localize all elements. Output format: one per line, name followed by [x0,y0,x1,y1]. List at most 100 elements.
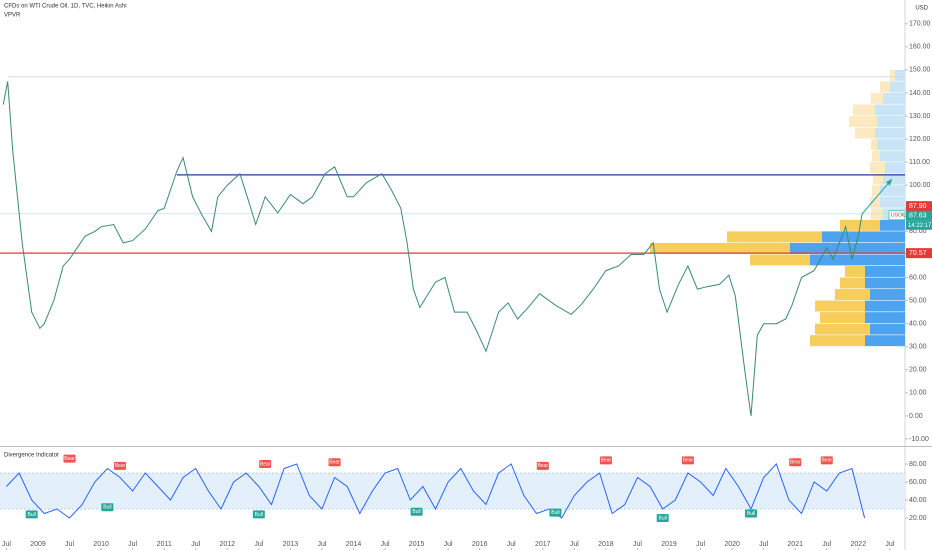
bear-signal [536,461,549,470]
marks: Bear Bear Bear Bear Bear Bear Bear Bear Bear Bull… [0,81,905,523]
symbol-box [888,210,906,221]
y-tick-label: 80.00 [909,461,927,468]
profile-up-bar [880,219,905,231]
y-tick-label: 40.00 [909,321,927,328]
signal-label: Bear [790,460,801,466]
profile-down-bar [880,81,890,93]
profile-up-bar [870,323,905,335]
y-tick-label: 140.00 [909,90,931,97]
signal-label: Bear [329,460,340,466]
bull-signal [549,508,562,517]
profile-up-bar [877,139,905,151]
x-tick-label: 2020 [724,541,740,548]
y-tick-label: 100.00 [909,182,931,189]
x-tick-label: 2010 [93,541,109,548]
x-tick-label: Jul [759,541,768,548]
bull-signal [410,507,423,516]
price-label-box [906,201,932,212]
profile-down-bar [871,92,883,104]
x-tick-label: 2019 [661,541,677,548]
arrow-head [886,179,892,186]
profile-up-bar [895,69,905,81]
y-tick-label: 30.00 [909,344,927,351]
profile-down-bar [820,312,865,324]
x-tick-label: Jul [254,541,263,548]
profile-up-bar [865,277,905,289]
y-tick-label: -10.00 [909,436,929,443]
x-tick-label: 2015 [409,541,425,548]
bear-signal [114,461,127,470]
signal-label: Bull [412,509,420,515]
profile-up-bar [865,335,905,347]
y-tick-label: 80.00 [909,228,927,235]
clock: 14:22:17 [908,223,932,229]
bear-signal [328,458,341,467]
profile-down-bar [650,242,790,254]
x-tick-label: 2009 [30,541,46,548]
signal-label: Bull [551,510,559,516]
profile-up-bar [890,81,905,93]
signal-label: Bull [659,515,667,521]
subtitle: VPVR [4,13,21,19]
profile-down-bar [890,69,895,81]
signal-label: Bull [255,512,263,518]
x-tick-label: 2016 [472,541,488,548]
signal-label: Bear [260,461,271,467]
volume-profiles [650,69,905,347]
y-tick-label: 40.00 [909,497,927,504]
projection-arrow [861,178,893,215]
y-tick-label: 170.00 [909,21,931,28]
profile-down-bar [835,289,870,300]
profile-up-bar [875,104,905,116]
price-label: 70.57 [909,250,927,257]
x-tick-label: Jul [65,541,74,548]
y-tick-label: 160.00 [909,44,931,51]
y-tick-label: 120.00 [909,136,931,143]
profile-down-bar [873,173,883,185]
profile-down-bar [853,104,875,116]
y-tick-label: 60.00 [909,274,927,281]
x-tick-label: 2013 [283,541,299,548]
x-tick-label: Jul [128,541,137,548]
x-tick-label: 2022 [851,541,867,548]
signal-label: Bear [601,458,612,464]
bear-signal [789,458,802,467]
profile-up-bar [875,127,905,139]
profile-down-bar [815,300,865,312]
profile-up-bar [865,300,905,312]
price-label: 87.63 [909,213,927,220]
x-tick-label: Jul [822,541,831,548]
profile-down-bar [750,254,810,266]
signal-label: Bear [64,456,75,462]
bull-signal [25,510,38,519]
y-tick-label: 10.00 [909,390,927,397]
profile-up-bar [790,242,905,254]
y-tick-label: 130.00 [909,113,931,120]
x-tick-label: Jul [317,541,326,548]
x-tick-label: Jul [2,541,11,548]
y-tick-label: 110.00 [909,159,930,166]
bull-signal [252,510,265,519]
price-line [2,81,863,416]
profile-up-bar [880,150,905,162]
y-tick-label: 0.00 [909,413,923,420]
signal-label: Bull [747,511,755,517]
signal-label: Bull [103,505,111,511]
profile-down-bar [845,265,865,277]
profile-down-bar [872,185,880,197]
x-tick-label: Jul [444,541,453,548]
profile-down-bar [727,231,822,243]
x-tick-label: 2012 [220,541,236,548]
profile-down-bar [872,150,880,162]
indicator-title: Divergence Indicator [4,453,59,459]
y-tick-label: 50.00 [909,297,927,304]
price-label-box [906,210,932,221]
bull-signal [101,503,114,512]
profile-down-bar [810,335,865,347]
profile-down-bar [815,323,870,335]
profile-up-bar [810,254,905,266]
indicator-band [0,473,905,510]
x-tick-label: 2017 [535,541,551,548]
